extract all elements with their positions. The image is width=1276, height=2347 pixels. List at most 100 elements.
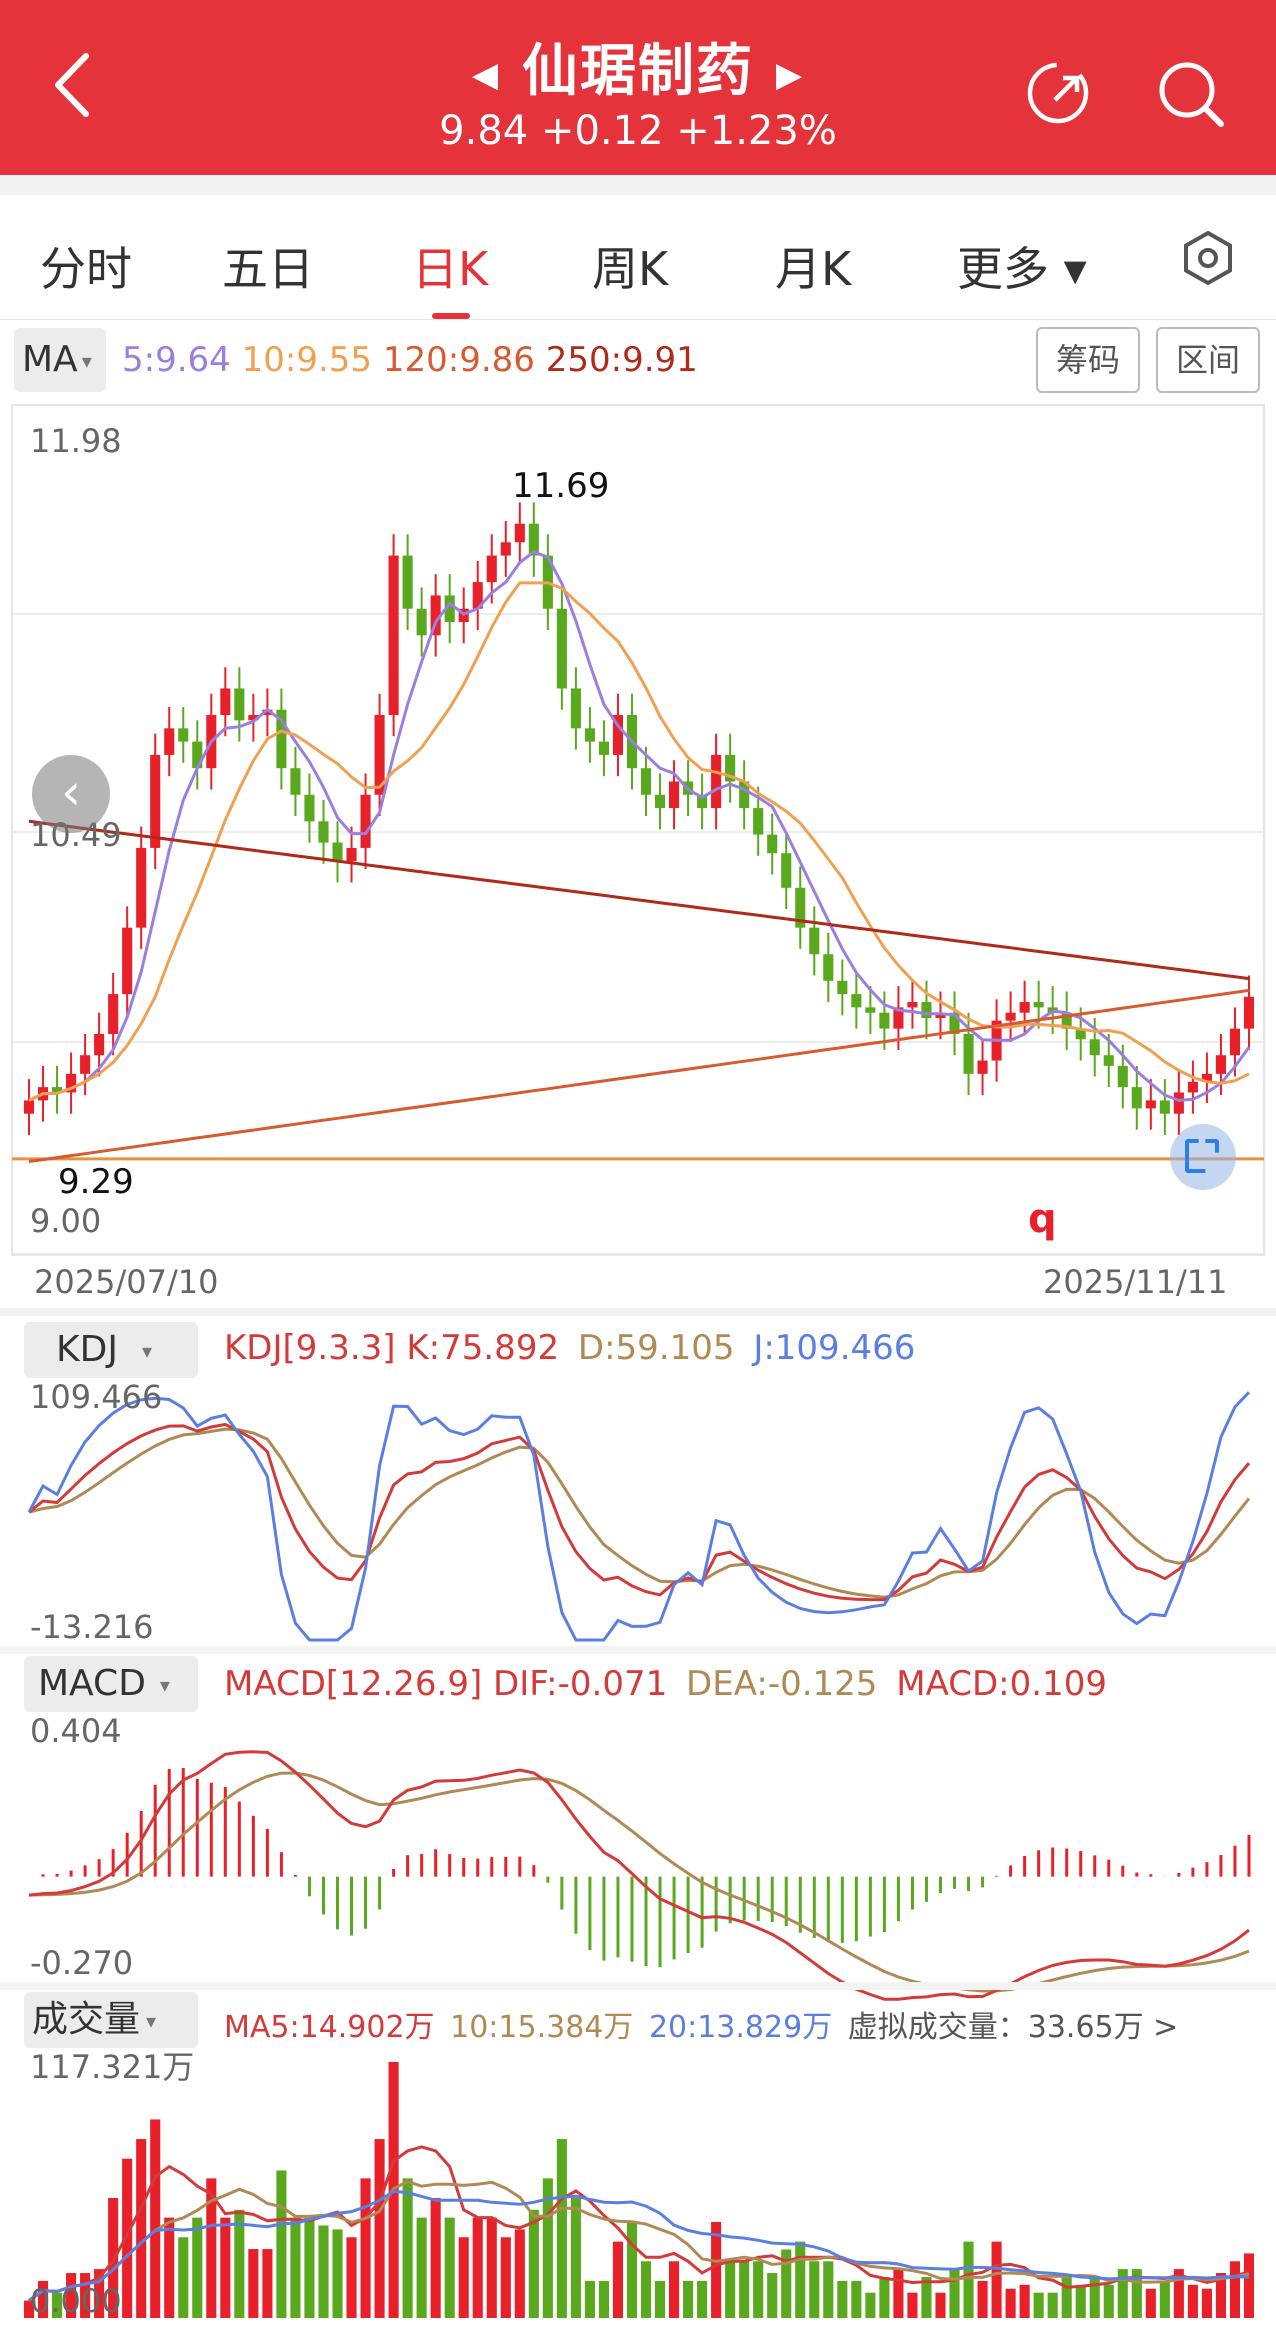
search-icon[interactable] bbox=[1155, 58, 1227, 130]
volume-bar bbox=[711, 2221, 722, 2318]
tab-weekly-k[interactable]: 周K bbox=[592, 242, 669, 296]
prev-stock-icon[interactable]: ◀ bbox=[471, 54, 500, 95]
candle-body bbox=[402, 555, 413, 609]
candle-body bbox=[1201, 1073, 1212, 1082]
candle-body bbox=[360, 794, 371, 848]
range-button[interactable]: 区间 bbox=[1156, 327, 1260, 393]
volume-bar bbox=[206, 2178, 217, 2318]
kdj-j-line bbox=[27, 1391, 1251, 1642]
next-stock-icon[interactable]: ▶ bbox=[776, 54, 805, 95]
vol-ma5-value: MA5:14.902万 bbox=[224, 2010, 435, 2045]
volume-bar bbox=[1103, 2284, 1114, 2318]
macd-dropdown[interactable]: MACD ▾ bbox=[24, 1656, 198, 1712]
volume-bar bbox=[290, 2217, 301, 2318]
candle-body bbox=[1075, 1028, 1086, 1040]
volume-bar bbox=[907, 2292, 918, 2318]
volume-bar bbox=[949, 2269, 960, 2318]
chart-scroll-left-icon[interactable]: ‹ bbox=[32, 755, 110, 833]
volume-bar bbox=[486, 2217, 497, 2318]
ma250-value: 250:9.91 bbox=[545, 340, 698, 380]
macd-dif-value: DIF:-0.071 bbox=[493, 1664, 668, 1704]
tab-five-day[interactable]: 五日 bbox=[222, 242, 314, 296]
back-icon[interactable] bbox=[52, 50, 92, 139]
volume-bar bbox=[122, 2158, 133, 2318]
candle-body bbox=[528, 523, 539, 556]
candle-body bbox=[823, 954, 834, 981]
volume-bar bbox=[304, 2217, 315, 2318]
candle-body bbox=[472, 582, 483, 609]
stock-title-row: ◀ 仙琚制药 ▶ bbox=[0, 26, 1276, 107]
volume-bar bbox=[1187, 2284, 1198, 2318]
volume-bar bbox=[683, 2280, 694, 2318]
header-gap bbox=[0, 175, 1276, 195]
volume-bar bbox=[809, 2261, 820, 2318]
volume-bar bbox=[795, 2241, 806, 2318]
volume-bar bbox=[136, 2139, 147, 2318]
candle-body bbox=[108, 994, 119, 1034]
volume-bar bbox=[1019, 2284, 1030, 2318]
candle-body bbox=[669, 781, 680, 809]
volume-bar bbox=[570, 2197, 581, 2318]
ma10-value: 10:9.55 bbox=[241, 340, 373, 380]
volume-bar bbox=[669, 2261, 680, 2318]
candle-body bbox=[430, 595, 441, 636]
kline-low-mark: 9.29 bbox=[58, 1162, 134, 1202]
volume-bar bbox=[823, 2261, 834, 2318]
virtual-volume-link[interactable]: 虚拟成交量：33.65万 > bbox=[847, 2010, 1179, 2045]
fullscreen-icon[interactable] bbox=[1170, 1124, 1236, 1190]
candle-body bbox=[332, 842, 343, 862]
volume-bar bbox=[612, 2241, 624, 2318]
candle-body bbox=[753, 808, 764, 835]
kdj-dropdown[interactable]: KDJ ▾ bbox=[24, 1322, 198, 1378]
volume-bar bbox=[276, 2170, 287, 2318]
volume-bar bbox=[248, 2249, 259, 2318]
share-icon[interactable] bbox=[1025, 60, 1091, 126]
candle-body bbox=[1173, 1092, 1184, 1114]
candle-body bbox=[1019, 1002, 1030, 1013]
candle-body bbox=[1131, 1087, 1142, 1109]
volume-bar bbox=[1243, 2253, 1255, 2318]
tab-intraday[interactable]: 分时 bbox=[40, 242, 132, 296]
chips-button[interactable]: 筹码 bbox=[1036, 327, 1140, 393]
divider bbox=[0, 1982, 1276, 1990]
active-tab-indicator bbox=[432, 313, 470, 319]
kdj-params: KDJ[9.3.3] bbox=[224, 1328, 396, 1368]
date-end-label: 2025/11/11 bbox=[1043, 1263, 1227, 1301]
candle-body bbox=[795, 887, 806, 928]
volume-bar bbox=[80, 2273, 91, 2318]
volume-bar bbox=[234, 2209, 245, 2318]
volume-bar bbox=[164, 2217, 175, 2318]
volume-bar bbox=[697, 2280, 708, 2318]
settings-gear-icon[interactable] bbox=[1180, 230, 1236, 286]
volume-bar bbox=[528, 2209, 539, 2318]
volume-bar bbox=[37, 2280, 49, 2318]
candle-body bbox=[346, 847, 357, 862]
ma-dropdown[interactable]: MA ▾ bbox=[14, 328, 106, 392]
macd-ymin-label: -0.270 bbox=[30, 1944, 133, 1982]
ma10-line bbox=[28, 581, 1250, 1102]
candle-body bbox=[1117, 1065, 1128, 1088]
candle-body bbox=[893, 1007, 904, 1029]
kdj-values: KDJ[9.3.3] K:75.892 D:59.105 J:109.466 bbox=[224, 1328, 915, 1368]
divider bbox=[0, 1308, 1276, 1316]
volume-bar bbox=[150, 2119, 161, 2318]
candle-body bbox=[1215, 1055, 1226, 1074]
candle-body bbox=[192, 741, 203, 769]
kdj-k-value: K:75.892 bbox=[406, 1328, 560, 1368]
tab-more[interactable]: 更多 ▾ bbox=[957, 242, 1087, 296]
candle-body bbox=[556, 608, 567, 689]
tab-monthly-k[interactable]: 月K bbox=[775, 242, 852, 296]
candle-body bbox=[935, 1012, 946, 1019]
vol-ymin-label: 0.000 bbox=[30, 2282, 122, 2320]
candle-body bbox=[781, 853, 792, 888]
kline-ymin-label: 9.00 bbox=[30, 1202, 101, 1240]
candle-body bbox=[907, 1002, 918, 1008]
tab-daily-k[interactable]: 日K bbox=[412, 242, 489, 296]
candle-body bbox=[837, 980, 848, 995]
candle-body bbox=[276, 709, 287, 769]
volume-dropdown[interactable]: 成交量 ▾ bbox=[24, 1992, 198, 2048]
volume-bar bbox=[472, 2217, 483, 2318]
volume-bar bbox=[640, 2261, 652, 2318]
candle-body bbox=[584, 728, 595, 742]
